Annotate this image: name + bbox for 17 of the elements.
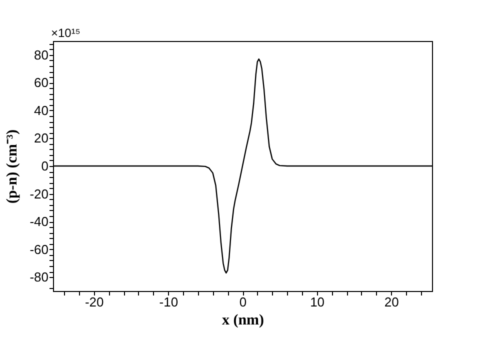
y-tick-label: 20 [34, 130, 48, 146]
y-tick-label: 40 [34, 102, 48, 118]
x-tick-label: 0 [239, 294, 247, 310]
x-tick-label: 10 [310, 294, 325, 310]
y-tick-label: 60 [34, 75, 48, 90]
y-tick-label: 0 [41, 158, 48, 174]
y-tick-label: -20 [30, 186, 48, 202]
x-axis-title: x (nm) [222, 312, 264, 328]
y-tick-label: -40 [30, 214, 48, 230]
y-axis-title: (p-n) (cm⁻³) [4, 129, 21, 204]
y-tick-label: -60 [30, 242, 48, 257]
x-tick-label: 20 [384, 294, 399, 310]
y-tick-label: -80 [30, 270, 48, 285]
x-tick-label: -10 [159, 294, 178, 310]
x-tick-label: -20 [84, 294, 104, 310]
text: ×10¹⁵ [51, 26, 80, 40]
y-tick-label: 80 [34, 47, 48, 62]
